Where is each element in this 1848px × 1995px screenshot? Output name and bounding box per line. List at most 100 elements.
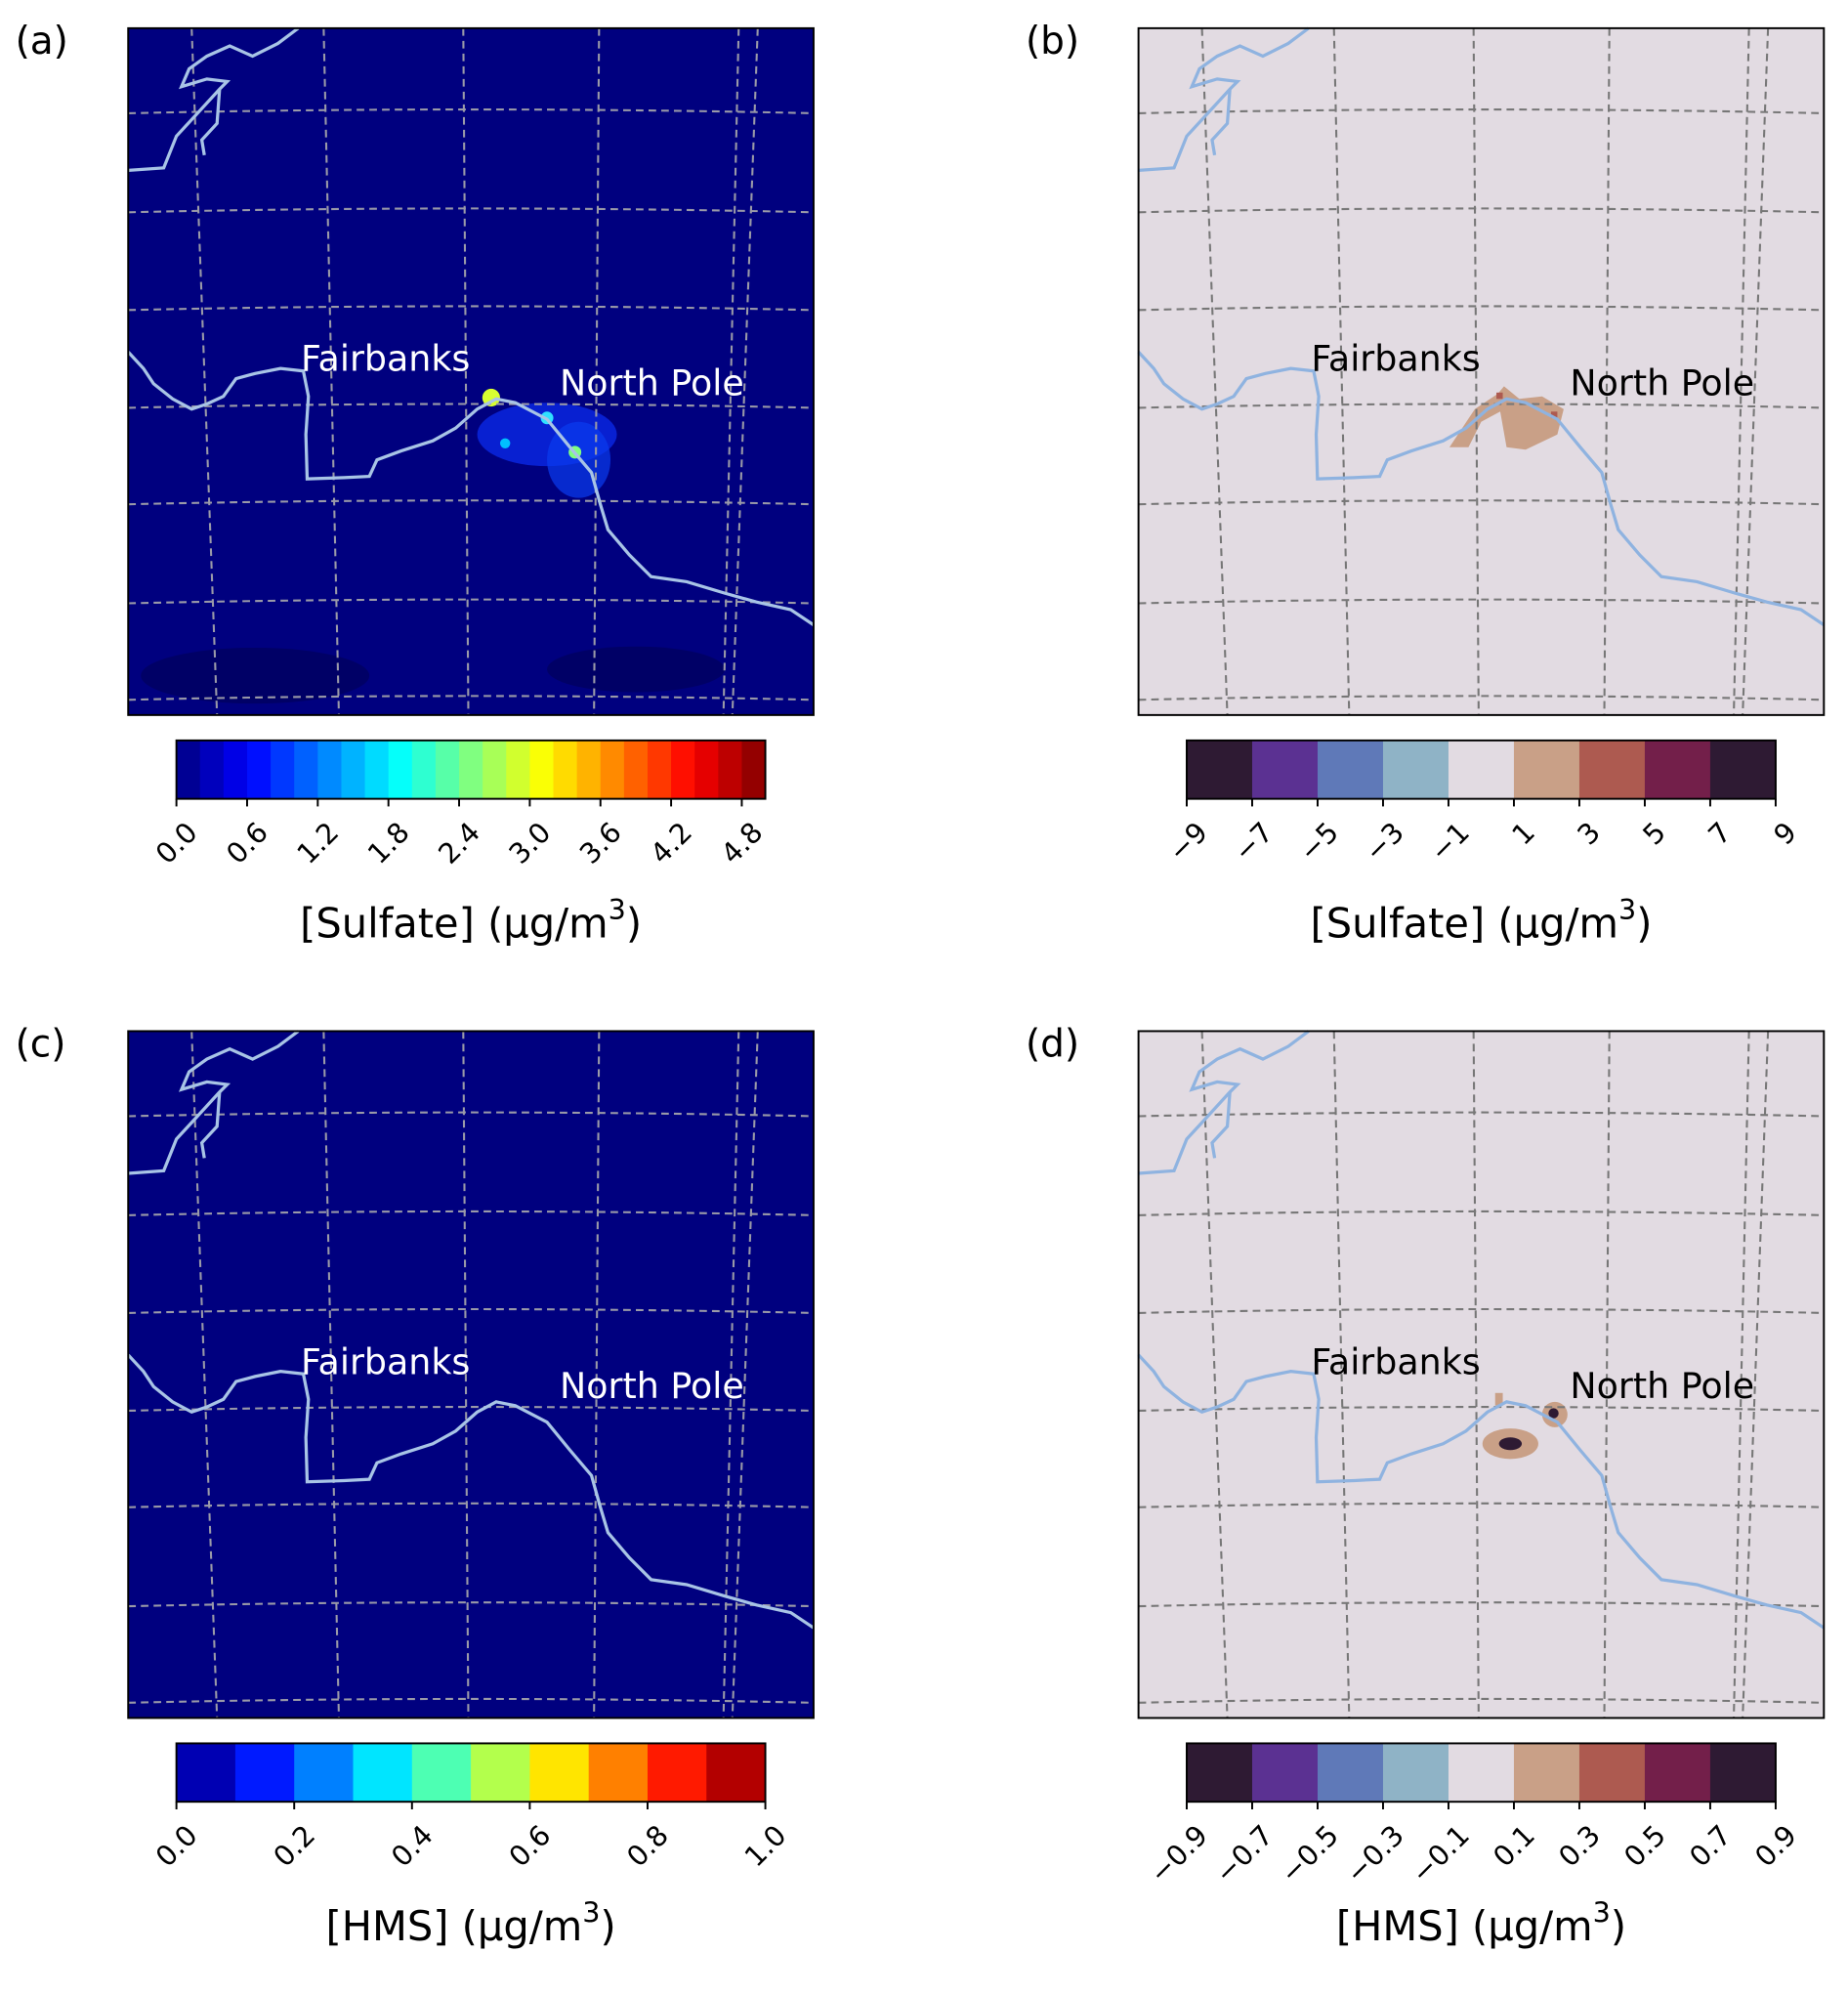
grid-line (1472, 1031, 1480, 1719)
colorbar-segment (718, 740, 743, 799)
colorbar-segment (1513, 1743, 1580, 1803)
grid-line (128, 499, 814, 506)
colorbar-segment (1513, 740, 1580, 799)
colorbar-label-end: ) (1611, 1902, 1626, 1950)
colorbar-segment (176, 1743, 236, 1803)
grid-line (128, 598, 814, 605)
grid-line (1200, 27, 1229, 715)
colorbar-tick-label: 3.0 (502, 816, 557, 870)
colorbar-tick-label: 0.0 (148, 1818, 203, 1873)
colorbar-segment (600, 740, 625, 799)
colorbar-segment (1644, 1743, 1711, 1803)
grid-line (1733, 27, 1750, 715)
colorbar-tick-label: 0.5 (1617, 1818, 1672, 1873)
river (127, 1353, 815, 1630)
colorbar-segment (506, 740, 531, 799)
colorbar-segment (364, 740, 390, 799)
colorbar-label-sup: 3 (1618, 893, 1636, 926)
colorbar-segment (388, 740, 413, 799)
grid-line (190, 27, 219, 715)
map-frame (1137, 26, 1826, 716)
colorbar-segment (1317, 740, 1384, 799)
grid-line (128, 1210, 814, 1216)
colorbar-segment (199, 740, 225, 799)
colorbar-segment (1448, 740, 1515, 799)
grid-line (731, 1031, 759, 1719)
colorbar-label-end: ) (626, 899, 642, 947)
colorbar-tick-label: 1.8 (361, 816, 416, 870)
grid-line (128, 403, 814, 409)
colorbar-segment (1251, 1743, 1319, 1803)
colorbar-segment (1251, 740, 1319, 799)
colorbar-tick-label: 1.2 (290, 816, 345, 870)
hotspot (482, 388, 500, 407)
place-label: North Pole (1570, 1365, 1754, 1407)
grid-line (128, 1307, 814, 1314)
colorbar-segment (671, 740, 695, 799)
colorbar-tick-label: −0.1 (1405, 1818, 1476, 1889)
grid-line (1733, 1031, 1750, 1719)
hotspot (1548, 1408, 1559, 1419)
colorbar-segment (411, 740, 437, 799)
grid-line (128, 108, 814, 114)
colorbar-segment (411, 1743, 472, 1803)
grid-line (1138, 1210, 1825, 1216)
colorbar-segment (353, 1743, 413, 1803)
grid-line (1138, 403, 1825, 409)
plume (547, 646, 725, 693)
colorbar-segment (483, 740, 507, 799)
grid-line (128, 1697, 814, 1704)
panel-label: (c) (16, 1022, 66, 1066)
colorbar-segment (1578, 740, 1646, 799)
colorbar-tick-label: −9 (1161, 816, 1214, 869)
grid-line (128, 207, 814, 214)
grid-line (1200, 1031, 1229, 1719)
grid-line (1138, 1111, 1825, 1118)
grid-line (1742, 1031, 1770, 1719)
colorbar-segment (294, 1743, 355, 1803)
grid-line (128, 305, 814, 312)
colorbar-segment (706, 1743, 767, 1803)
colorbar-tick-label: 0.0 (148, 816, 203, 870)
colorbar-segment (694, 740, 719, 799)
grid-line (1138, 1601, 1825, 1608)
colorbar-segment (529, 1743, 590, 1803)
colorbar-tick-label: 1.0 (737, 1818, 792, 1873)
colorbar-segment (1186, 1743, 1253, 1803)
grid-line (1138, 305, 1825, 312)
colorbar-tick-label: 3.6 (573, 816, 628, 870)
colorbar-tick-label: −3 (1358, 816, 1410, 869)
map-frame (1137, 1030, 1826, 1719)
grid-line (322, 27, 340, 715)
colorbar-segment (1709, 740, 1777, 799)
colorbar-tick-label: 0.1 (1487, 1818, 1541, 1873)
grid-line (128, 1502, 814, 1508)
grid-line (731, 27, 759, 715)
colorbar-label-sup: 3 (1593, 1896, 1611, 1930)
panel-label: (d) (1026, 1022, 1079, 1066)
colorbar-segment (1186, 740, 1253, 799)
colorbar-tick-label: 0.4 (385, 1818, 440, 1873)
colorbar-tick-label: −5 (1292, 816, 1345, 869)
hotspot (1550, 411, 1558, 418)
colorbar-tick-label: −0.3 (1339, 1818, 1410, 1889)
grid-line (1138, 207, 1825, 214)
place-label: Fairbanks (301, 1340, 470, 1382)
grid-line (593, 27, 601, 715)
grid-line (1603, 1031, 1611, 1719)
colorbar-label-end: ) (600, 1902, 615, 1950)
colorbar-tick-label: 5 (1636, 816, 1672, 852)
river (1138, 1030, 1310, 1175)
grid-line (128, 695, 814, 701)
river (1137, 1353, 1826, 1630)
colorbar-segment (647, 1743, 707, 1803)
river (199, 89, 222, 156)
colorbar-segment (435, 740, 460, 799)
panel-label: (b) (1026, 20, 1079, 64)
grid-line (1138, 108, 1825, 114)
colorbar-tick-label: 0.6 (220, 816, 274, 870)
grid-line (722, 27, 740, 715)
panel-label: (a) (16, 20, 68, 64)
grid-line (190, 1031, 219, 1719)
